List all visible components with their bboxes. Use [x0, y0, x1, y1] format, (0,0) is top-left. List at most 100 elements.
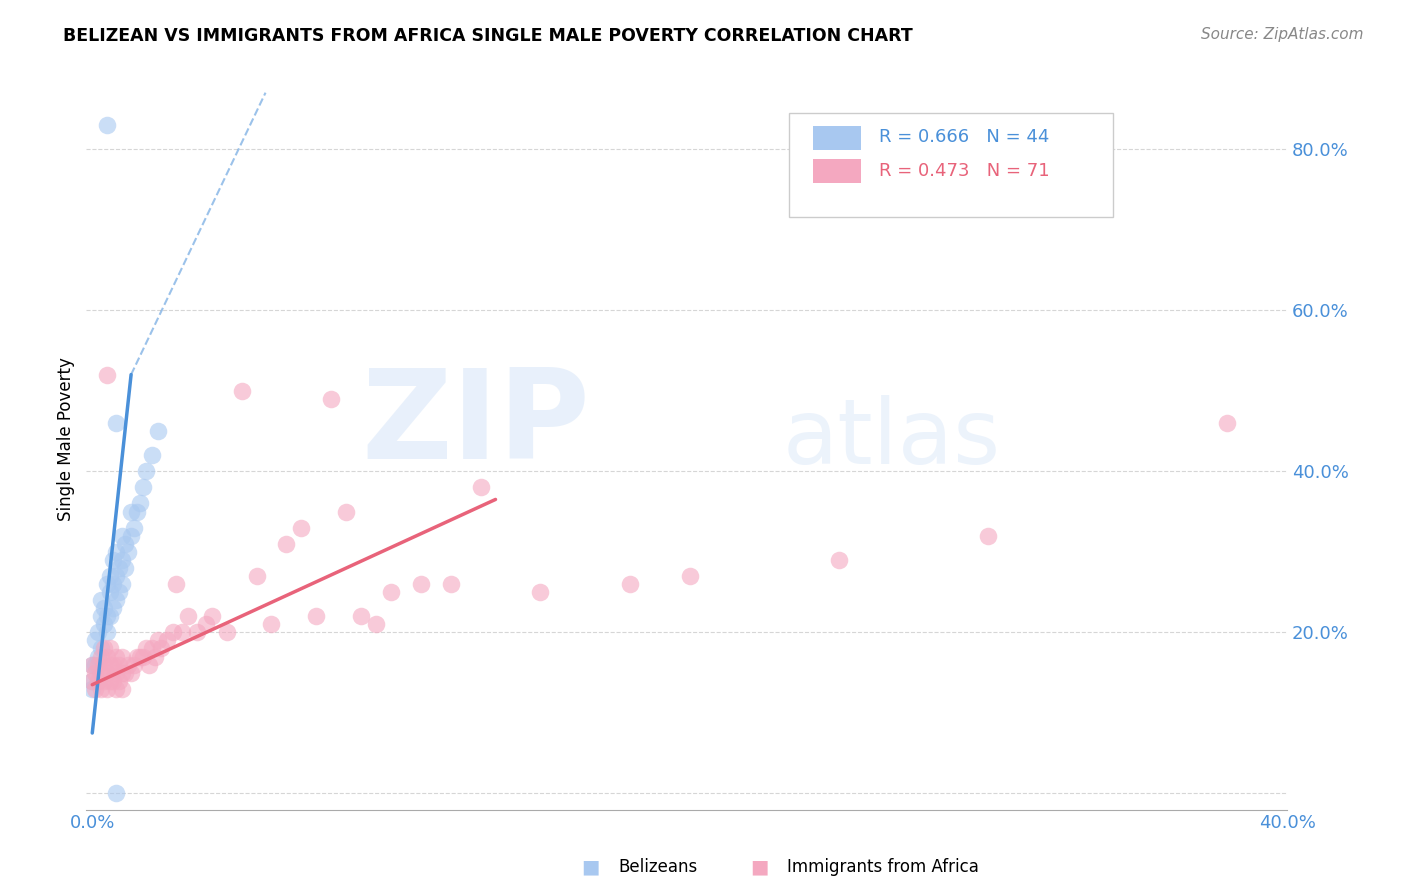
Point	[96, 649, 118, 664]
Point	[96, 625, 118, 640]
Point	[105, 786, 128, 800]
Text: BELIZEAN VS IMMIGRANTS FROM AFRICA SINGLE MALE POVERTY CORRELATION CHART: BELIZEAN VS IMMIGRANTS FROM AFRICA SINGL…	[63, 27, 912, 45]
Point	[105, 569, 128, 583]
Point	[108, 673, 131, 688]
Point	[105, 681, 128, 696]
Point	[470, 480, 492, 494]
FancyBboxPatch shape	[789, 113, 1114, 217]
Point	[87, 673, 110, 688]
Point	[105, 545, 128, 559]
Point	[96, 577, 118, 591]
Point	[108, 657, 131, 672]
Point	[96, 609, 118, 624]
Point	[93, 641, 115, 656]
Point	[90, 649, 112, 664]
Point	[215, 625, 238, 640]
Point	[409, 577, 432, 591]
Point	[111, 681, 134, 696]
Point	[114, 665, 136, 680]
Point	[162, 625, 184, 640]
Point	[143, 649, 166, 664]
Point	[84, 681, 107, 696]
Y-axis label: Single Male Poverty: Single Male Poverty	[58, 357, 75, 521]
Point	[101, 553, 124, 567]
Point	[114, 537, 136, 551]
Point	[82, 673, 104, 688]
Point	[245, 569, 267, 583]
Point	[135, 464, 157, 478]
Point	[93, 617, 115, 632]
Text: R = 0.666   N = 44: R = 0.666 N = 44	[879, 128, 1049, 146]
Point	[125, 649, 148, 664]
Point	[364, 617, 387, 632]
Point	[276, 537, 298, 551]
Point	[122, 521, 145, 535]
Point	[305, 609, 328, 624]
Point	[101, 673, 124, 688]
Point	[201, 609, 224, 624]
Point	[156, 633, 179, 648]
Point	[170, 625, 193, 640]
Point	[93, 657, 115, 672]
Point	[350, 609, 373, 624]
Point	[98, 569, 121, 583]
Point	[84, 633, 107, 648]
Point	[98, 673, 121, 688]
Point	[96, 681, 118, 696]
Point	[105, 593, 128, 607]
Point	[117, 545, 139, 559]
Point	[84, 665, 107, 680]
Point	[619, 577, 641, 591]
Point	[82, 673, 104, 688]
Point	[120, 665, 142, 680]
Point	[96, 118, 118, 132]
Point	[98, 609, 121, 624]
Point	[977, 529, 1000, 543]
Point	[132, 649, 155, 664]
Text: atlas: atlas	[783, 395, 1001, 483]
Point	[260, 617, 283, 632]
Point	[90, 641, 112, 656]
Point	[93, 673, 115, 688]
Point	[141, 448, 163, 462]
Point	[105, 649, 128, 664]
Text: Belizeans: Belizeans	[619, 858, 697, 876]
Text: R = 0.473   N = 71: R = 0.473 N = 71	[879, 161, 1049, 180]
Point	[122, 657, 145, 672]
Point	[165, 577, 187, 591]
Point	[98, 657, 121, 672]
Point	[87, 657, 110, 672]
Point	[87, 649, 110, 664]
Point	[132, 480, 155, 494]
Point	[111, 665, 134, 680]
Point	[96, 665, 118, 680]
Point	[82, 657, 104, 672]
Point	[101, 577, 124, 591]
Text: ZIP: ZIP	[361, 364, 591, 484]
Point	[129, 496, 152, 510]
Point	[194, 617, 217, 632]
Point	[120, 504, 142, 518]
Point	[529, 585, 551, 599]
Point	[98, 585, 121, 599]
Point	[108, 561, 131, 575]
Point	[96, 368, 118, 382]
Point	[114, 561, 136, 575]
Text: ■: ■	[581, 857, 600, 877]
Point	[149, 641, 172, 656]
Point	[1216, 416, 1239, 430]
Point	[105, 665, 128, 680]
Point	[101, 657, 124, 672]
Point	[82, 657, 104, 672]
Point	[90, 681, 112, 696]
Point	[117, 657, 139, 672]
Text: ■: ■	[749, 857, 769, 877]
Point	[90, 609, 112, 624]
Point	[138, 657, 160, 672]
FancyBboxPatch shape	[813, 159, 860, 184]
Point	[129, 649, 152, 664]
Text: Source: ZipAtlas.com: Source: ZipAtlas.com	[1201, 27, 1364, 42]
Point	[84, 657, 107, 672]
Point	[135, 641, 157, 656]
Point	[90, 665, 112, 680]
